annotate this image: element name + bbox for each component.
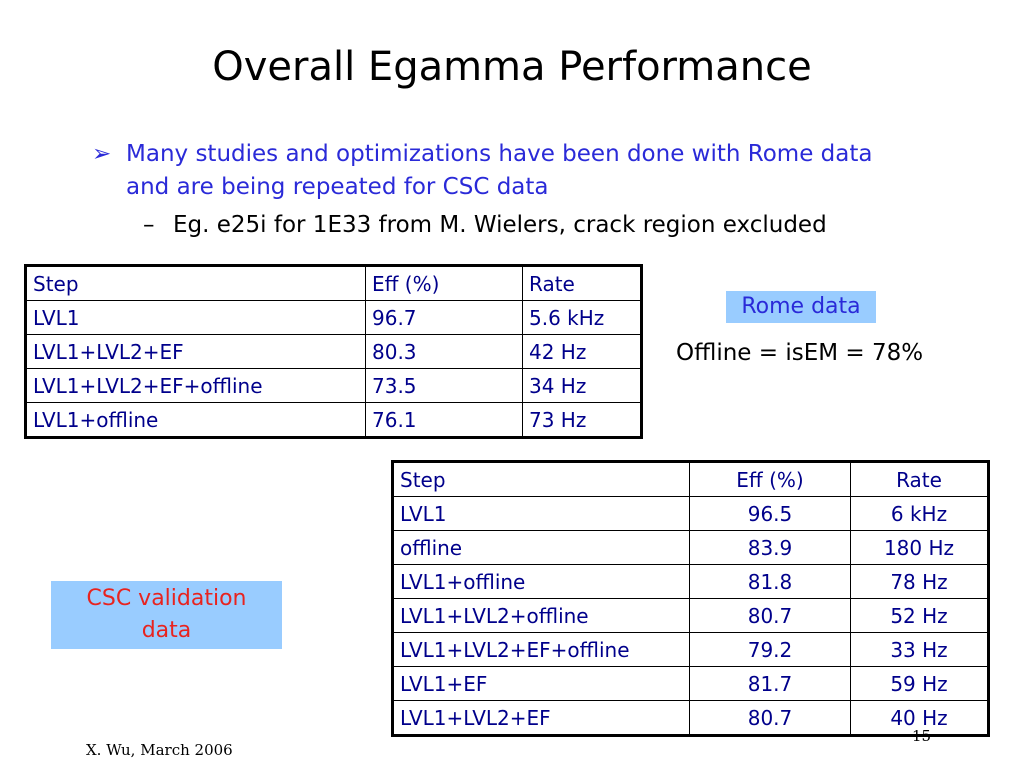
cell-rate: 42 Hz xyxy=(522,334,642,369)
cell-eff: 73.5 xyxy=(365,368,523,403)
cell-step: LVL1 xyxy=(25,300,366,335)
header-rate: Rate xyxy=(522,265,642,301)
cell-step: LVL1+EF xyxy=(392,666,690,701)
rome-data-table: Step Eff (%) Rate LVL1 96.7 5.6 kHz LVL1… xyxy=(24,264,643,439)
cell-rate: 180 Hz xyxy=(850,530,989,565)
header-eff: Eff (%) xyxy=(365,265,523,301)
csc-data-table: Step Eff (%) Rate LVL1 96.5 6 kHz offlin… xyxy=(391,460,990,737)
cell-step: LVL1+LVL2+EF xyxy=(25,334,366,369)
cell-step: offline xyxy=(392,530,690,565)
table-row: LVL1+offline 76.1 73 Hz xyxy=(25,402,642,438)
csc-label-line2: data xyxy=(141,618,192,643)
csc-validation-label: CSC validation data xyxy=(51,581,282,649)
cell-eff: 76.1 xyxy=(365,402,523,438)
cell-eff: 80.7 xyxy=(689,598,851,633)
cell-rate: 52 Hz xyxy=(850,598,989,633)
cell-eff: 83.9 xyxy=(689,530,851,565)
footer-author-date: X. Wu, March 2006 xyxy=(86,741,233,759)
cell-eff: 81.8 xyxy=(689,564,851,599)
table-row: LVL1+LVL2+offline 80.7 52 Hz xyxy=(392,598,989,633)
arrow-bullet-icon: ➢ xyxy=(92,141,112,167)
cell-rate: 34 Hz xyxy=(522,368,642,403)
cell-eff: 79.2 xyxy=(689,632,851,667)
offline-note: Offline = isEM = 78% xyxy=(676,340,924,366)
cell-eff: 96.5 xyxy=(689,496,851,531)
cell-eff: 80.7 xyxy=(689,700,851,736)
slide-title: Overall Egamma Performance xyxy=(212,44,812,90)
csc-label-line1: CSC validation xyxy=(86,586,247,611)
cell-step: LVL1+offline xyxy=(392,564,690,599)
page-number: 15 xyxy=(912,727,932,745)
header-rate: Rate xyxy=(850,461,989,497)
table-row: LVL1 96.7 5.6 kHz xyxy=(25,300,642,335)
table-header-row: Step Eff (%) Rate xyxy=(25,265,642,301)
table-row: LVL1+offline 81.8 78 Hz xyxy=(392,564,989,599)
cell-rate: 33 Hz xyxy=(850,632,989,667)
cell-step: LVL1+offline xyxy=(25,402,366,438)
table-row: LVL1+LVL2+EF 80.7 40 Hz xyxy=(392,700,989,736)
table-row: LVL1+LVL2+EF+offline 79.2 33 Hz xyxy=(392,632,989,667)
cell-rate: 5.6 kHz xyxy=(522,300,642,335)
cell-step: LVL1 xyxy=(392,496,690,531)
cell-rate: 73 Hz xyxy=(522,402,642,438)
table-header-row: Step Eff (%) Rate xyxy=(392,461,989,497)
table-row: LVL1+LVL2+EF+offline 73.5 34 Hz xyxy=(25,368,642,403)
cell-rate: 40 Hz xyxy=(850,700,989,736)
cell-eff: 81.7 xyxy=(689,666,851,701)
dash-bullet-icon: – xyxy=(143,212,155,238)
cell-step: LVL1+LVL2+offline xyxy=(392,598,690,633)
table-row: offline 83.9 180 Hz xyxy=(392,530,989,565)
sub-bullet-text: Eg. e25i for 1E33 from M. Wielers, crack… xyxy=(173,212,827,238)
table-row: LVL1 96.5 6 kHz xyxy=(392,496,989,531)
cell-step: LVL1+LVL2+EF+offline xyxy=(25,368,366,403)
cell-step: LVL1+LVL2+EF xyxy=(392,700,690,736)
cell-rate: 59 Hz xyxy=(850,666,989,701)
bullet-text: Many studies and optimizations have been… xyxy=(126,141,873,200)
header-eff: Eff (%) xyxy=(689,461,851,497)
table-row: LVL1+EF 81.7 59 Hz xyxy=(392,666,989,701)
header-step: Step xyxy=(392,461,690,497)
table-row: LVL1+LVL2+EF 80.3 42 Hz xyxy=(25,334,642,369)
cell-rate: 6 kHz xyxy=(850,496,989,531)
header-step: Step xyxy=(25,265,366,301)
cell-rate: 78 Hz xyxy=(850,564,989,599)
main-bullet: ➢ Many studies and optimizations have be… xyxy=(92,138,912,204)
cell-step: LVL1+LVL2+EF+offline xyxy=(392,632,690,667)
sub-bullet: – Eg. e25i for 1E33 from M. Wielers, crac… xyxy=(143,212,827,238)
cell-eff: 96.7 xyxy=(365,300,523,335)
rome-data-label: Rome data xyxy=(726,291,876,323)
cell-eff: 80.3 xyxy=(365,334,523,369)
